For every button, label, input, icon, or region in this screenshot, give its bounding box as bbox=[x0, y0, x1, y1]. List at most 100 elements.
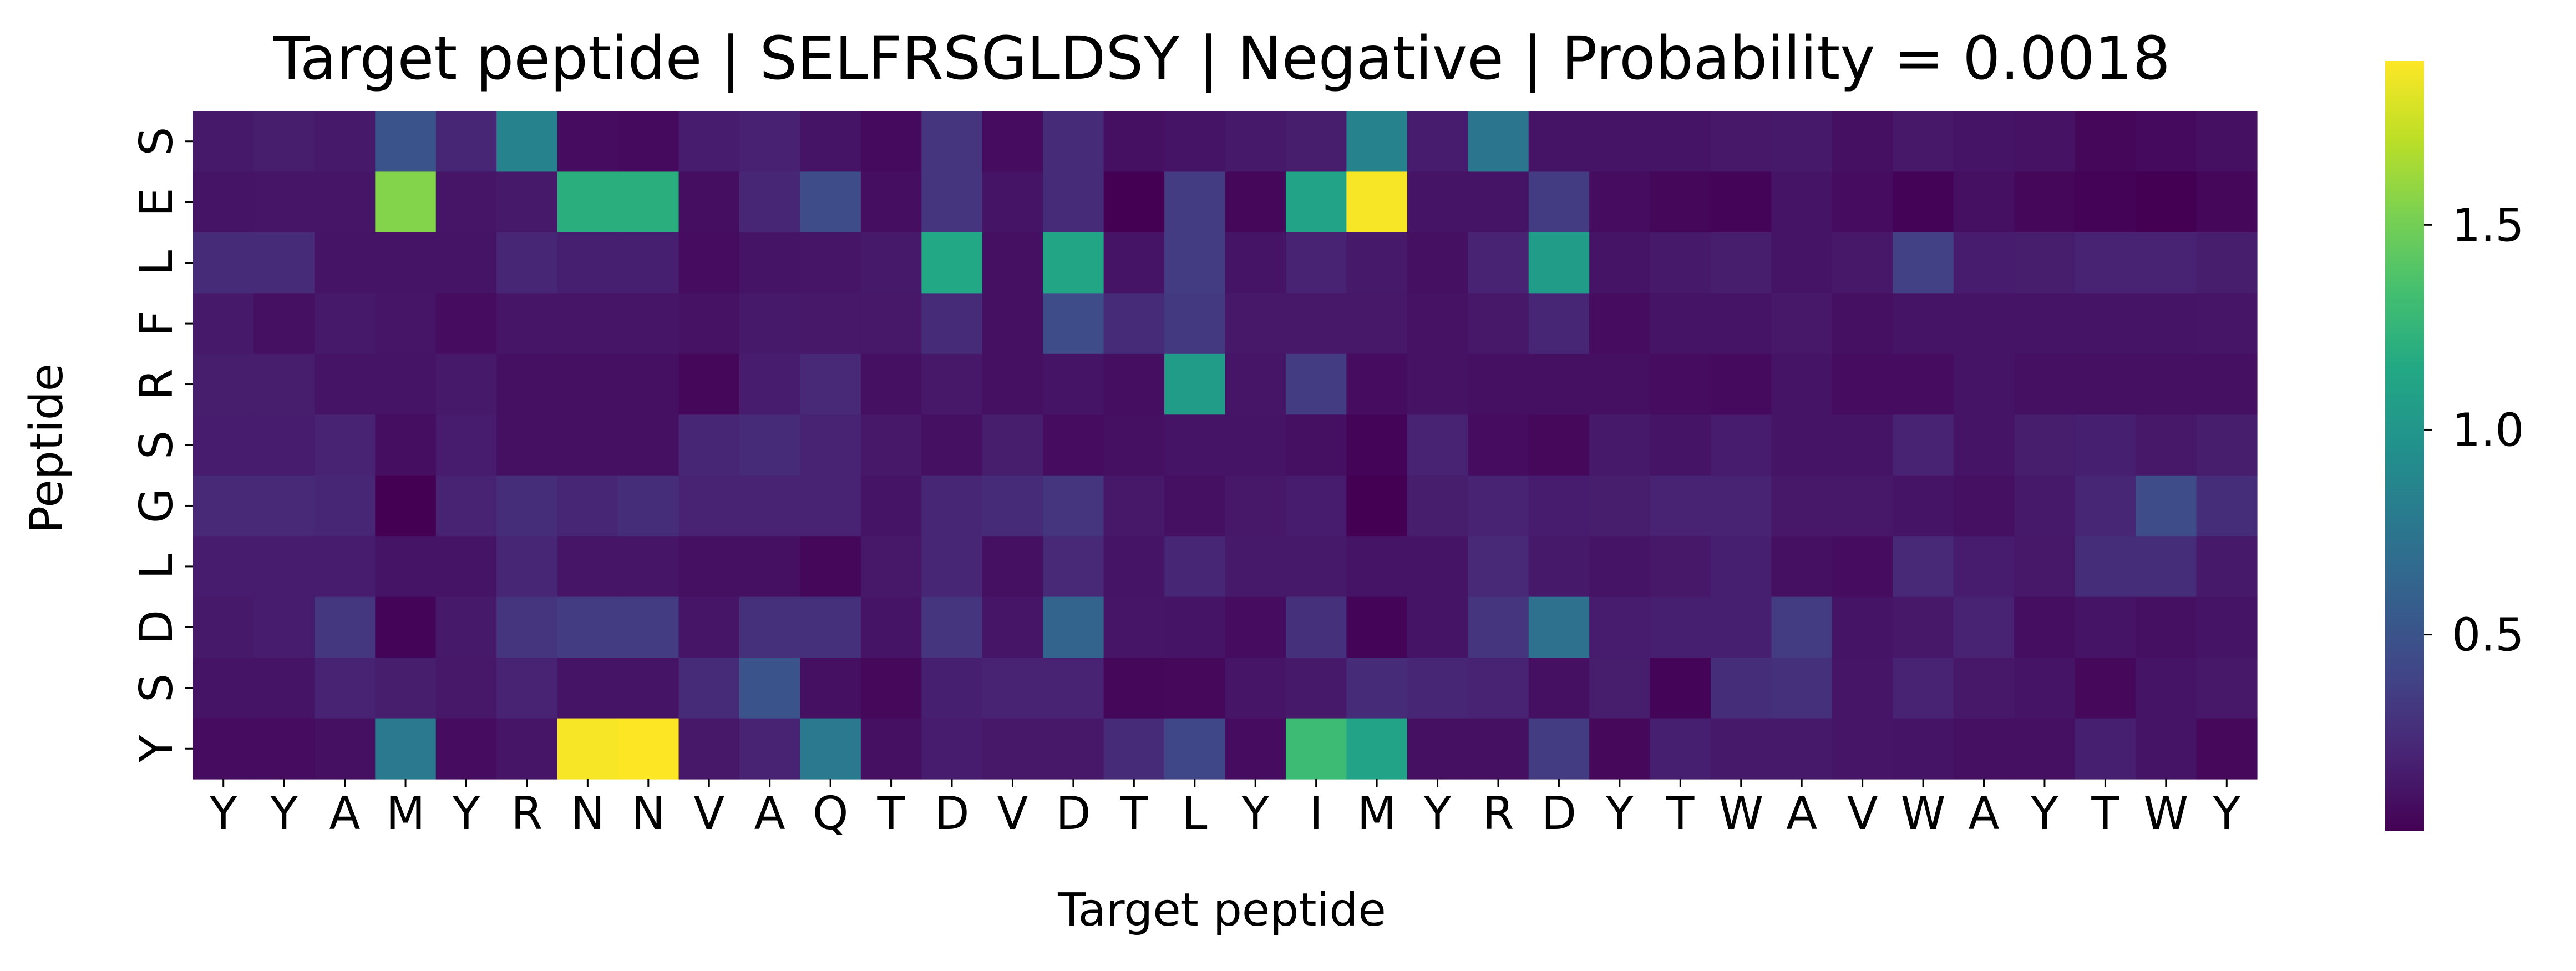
heatmap-cell bbox=[618, 171, 680, 233]
heatmap-cell bbox=[2075, 293, 2136, 355]
heatmap-cell bbox=[1043, 718, 1104, 780]
colorbar-tick-label: 1.5 bbox=[2452, 199, 2524, 252]
heatmap-cell bbox=[2014, 293, 2076, 355]
heatmap-cell bbox=[193, 414, 255, 476]
heatmap-cell bbox=[1589, 718, 1651, 780]
heatmap-cell bbox=[921, 171, 983, 233]
heatmap-cell bbox=[1407, 414, 1468, 476]
heatmap-cell bbox=[314, 171, 376, 233]
heatmap-cell bbox=[1103, 232, 1165, 294]
heatmap-cell bbox=[435, 536, 497, 598]
heatmap-cell bbox=[2196, 718, 2258, 780]
heatmap-cell bbox=[982, 536, 1043, 598]
heatmap-cell bbox=[557, 658, 618, 719]
heatmap-cell bbox=[1285, 536, 1347, 598]
heatmap-cell bbox=[1103, 414, 1165, 476]
heatmap-cell bbox=[1893, 111, 1954, 173]
heatmap-cell bbox=[2196, 232, 2258, 294]
heatmap-cell bbox=[800, 111, 861, 173]
x-tick-label: A bbox=[754, 787, 785, 840]
heatmap-cell bbox=[1103, 596, 1165, 658]
heatmap-cell bbox=[1528, 475, 1590, 537]
heatmap-cell bbox=[1771, 718, 1833, 780]
heatmap-cell bbox=[1832, 353, 1893, 415]
heatmap-cell bbox=[1953, 353, 2015, 415]
x-tick-label: A bbox=[329, 787, 361, 840]
heatmap-cell bbox=[982, 171, 1043, 233]
heatmap-cell bbox=[1711, 536, 1772, 598]
heatmap-cell bbox=[1528, 293, 1590, 355]
heatmap-cell bbox=[618, 353, 680, 415]
heatmap-cell bbox=[1285, 232, 1347, 294]
heatmap-cell bbox=[739, 353, 801, 415]
heatmap-cell bbox=[982, 232, 1043, 294]
heatmap-cell bbox=[557, 171, 618, 233]
heatmap-cell bbox=[1407, 718, 1468, 780]
heatmap-cell bbox=[800, 718, 861, 780]
heatmap-cell bbox=[1832, 414, 1893, 476]
y-tick-label: Y bbox=[130, 734, 183, 763]
heatmap-cell bbox=[253, 475, 315, 537]
heatmap-cell bbox=[1164, 232, 1226, 294]
heatmap-cell bbox=[1103, 111, 1165, 173]
heatmap-cell bbox=[193, 475, 255, 537]
x-tick-label: V bbox=[693, 787, 724, 840]
heatmap-cell bbox=[800, 414, 861, 476]
heatmap-cell bbox=[1043, 658, 1104, 719]
heatmap-cell bbox=[375, 536, 437, 598]
heatmap-cell bbox=[678, 353, 740, 415]
heatmap-cell bbox=[1650, 111, 1711, 173]
heatmap-cell bbox=[1650, 658, 1711, 719]
heatmap-cell bbox=[1225, 596, 1286, 658]
heatmap-cell bbox=[496, 658, 558, 719]
heatmap-cell bbox=[2196, 293, 2258, 355]
heatmap-cell bbox=[1589, 658, 1651, 719]
x-tick-label: Y bbox=[1423, 787, 1452, 840]
heatmap-cell bbox=[1468, 171, 1529, 233]
x-tick-label: M bbox=[1357, 787, 1397, 840]
heatmap-cell bbox=[678, 596, 740, 658]
heatmap-cell bbox=[1771, 293, 1833, 355]
heatmap-cell bbox=[1650, 232, 1711, 294]
x-tick-label: T bbox=[2091, 787, 2119, 840]
heatmap-cell bbox=[1953, 171, 2015, 233]
heatmap-cell bbox=[2014, 596, 2076, 658]
heatmap-cell bbox=[921, 111, 983, 173]
heatmap-cell bbox=[860, 111, 922, 173]
heatmap-cell bbox=[375, 596, 437, 658]
heatmap-cell bbox=[1346, 232, 1408, 294]
heatmap-cell bbox=[1771, 111, 1833, 173]
heatmap-cell bbox=[2136, 414, 2197, 476]
heatmap-cell bbox=[1650, 293, 1711, 355]
heatmap-cell bbox=[435, 718, 497, 780]
heatmap-cell bbox=[1953, 414, 2015, 476]
heatmap-cell bbox=[557, 718, 618, 780]
heatmap-cell bbox=[1468, 353, 1529, 415]
heatmap-cell bbox=[1407, 596, 1468, 658]
heatmap-cell bbox=[1893, 475, 1954, 537]
heatmap-cell bbox=[618, 536, 680, 598]
heatmap-cell bbox=[1225, 658, 1286, 719]
heatmap-cell bbox=[1468, 596, 1529, 658]
heatmap-cell bbox=[1468, 536, 1529, 598]
heatmap-cell bbox=[2075, 353, 2136, 415]
heatmap-cell bbox=[1528, 658, 1590, 719]
heatmap-cell bbox=[496, 475, 558, 537]
heatmap-cell bbox=[193, 293, 255, 355]
heatmap-cell bbox=[860, 596, 922, 658]
heatmap-cell bbox=[2196, 596, 2258, 658]
heatmap-cell bbox=[739, 111, 801, 173]
heatmap-cell bbox=[1164, 475, 1226, 537]
heatmap-cell bbox=[1103, 718, 1165, 780]
heatmap-cell bbox=[618, 414, 680, 476]
heatmap-cell bbox=[2136, 718, 2197, 780]
heatmap-cell bbox=[860, 475, 922, 537]
heatmap-cell bbox=[193, 658, 255, 719]
heatmap-cell bbox=[2196, 414, 2258, 476]
heatmap-cell bbox=[557, 536, 618, 598]
heatmap-cell bbox=[618, 658, 680, 719]
heatmap-cell bbox=[496, 111, 558, 173]
heatmap-cell bbox=[1528, 171, 1590, 233]
heatmap-cell bbox=[557, 353, 618, 415]
